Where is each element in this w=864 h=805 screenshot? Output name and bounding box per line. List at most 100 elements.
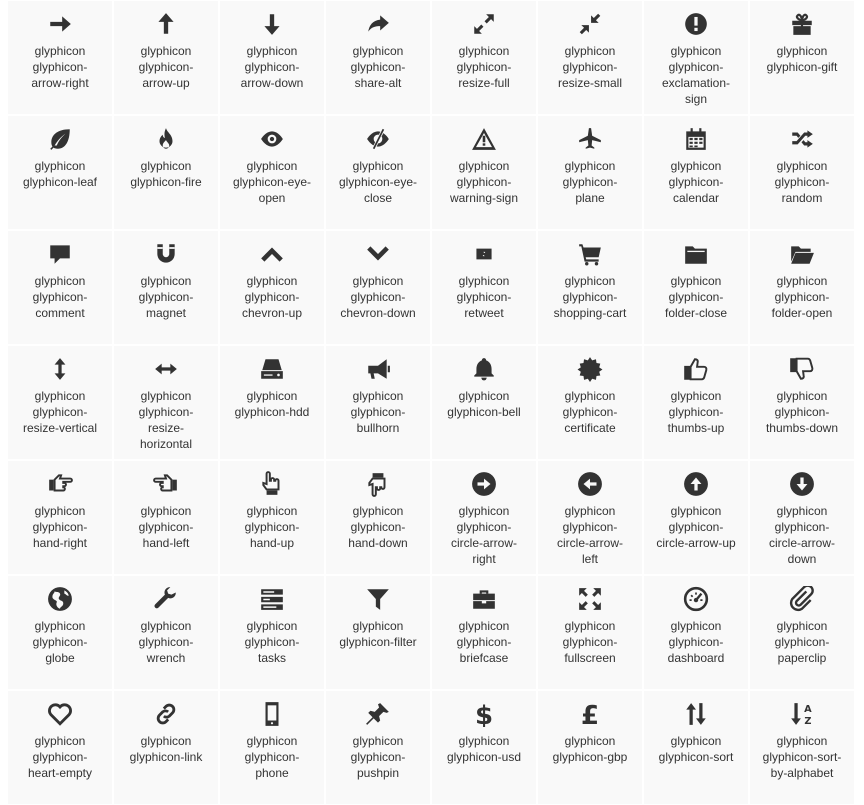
link-icon (156, 703, 176, 725)
sort-by-alphabet-icon: AZ (791, 703, 812, 727)
glyph-label: glyphicon glyphicon- share-alt (350, 44, 406, 90)
exclamation-sign-icon (685, 13, 707, 35)
glyph-label: glyphicon glyphicon- circle-arrow- down (769, 504, 835, 566)
glyph-label: glyphicon glyphicon- retweet (456, 274, 512, 320)
circle-arrow-left-icon (578, 472, 602, 496)
glyph-label: glyphicon glyphicon- arrow-down (240, 44, 304, 90)
glyph-label: glyphicon glyphicon- briefcase (456, 619, 512, 665)
glyph-cell-thumbs-down: glyphicon glyphicon- thumbs-down (749, 345, 855, 460)
chevron-down-icon (367, 246, 389, 261)
glyph-cell-heart-empty: glyphicon glyphicon- heart-empty (7, 690, 113, 805)
glyph-cell-chevron-up: glyphicon glyphicon- chevron-up (219, 230, 325, 345)
resize-vertical-icon (54, 358, 66, 380)
circle-arrow-down-icon (790, 472, 814, 496)
glyph-label: glyphicon glyphicon- circle-arrow- right (451, 504, 517, 566)
glyph-label: glyphicon glyphicon- shopping-cart (553, 274, 627, 320)
glyph-cell-briefcase: glyphicon glyphicon- briefcase (431, 575, 537, 690)
glyph-label: glyphicon glyphicon- resize-small (557, 44, 622, 90)
arrow-up-icon (158, 13, 174, 34)
glyph-cell-circle-arrow-up: glyphicon glyphicon- circle-arrow-up (643, 460, 749, 575)
glyph-cell-tasks: glyphicon glyphicon- tasks (219, 575, 325, 690)
random-icon (792, 130, 813, 148)
svg-text:£: £ (581, 701, 599, 727)
resize-horizontal-icon (155, 363, 177, 375)
arrow-right-icon (50, 16, 71, 32)
glyph-label: glyphicon glyphicon- wrench (138, 619, 194, 665)
gbp-icon: £ (581, 701, 599, 727)
glyph-label: glyphicon glyphicon- comment (32, 274, 88, 320)
glyph-label: glyphicon glyphicon-filter (339, 619, 417, 649)
glyph-cell-usd: $ glyphicon glyphicon-usd (431, 690, 537, 805)
certificate-icon (577, 357, 603, 382)
hand-right-icon (49, 474, 73, 492)
glyph-cell-hand-down: glyphicon glyphicon- hand-down (325, 460, 431, 575)
glyph-cell-arrow-up: glyphicon glyphicon- arrow-up (113, 0, 219, 115)
glyph-label: glyphicon glyphicon- hand-down (348, 504, 408, 550)
glyph-cell-pushpin: glyphicon glyphicon- pushpin (325, 690, 431, 805)
glyph-cell-random: glyphicon glyphicon- random (749, 115, 855, 230)
glyph-cell-gbp: £ glyphicon glyphicon-gbp (537, 690, 643, 805)
glyph-cell-circle-arrow-right: glyphicon glyphicon- circle-arrow- right (431, 460, 537, 575)
glyph-cell-chevron-down: glyphicon glyphicon- chevron-down (325, 230, 431, 345)
glyph-label: glyphicon glyphicon-eye- close (338, 159, 418, 205)
hand-left-icon (153, 474, 177, 492)
glyph-label: glyphicon glyphicon-leaf (22, 159, 98, 189)
resize-small-icon (579, 13, 601, 35)
glyph-cell-hand-left: glyphicon glyphicon- hand-left (113, 460, 219, 575)
hand-up-icon (262, 471, 280, 495)
glyph-label: glyphicon glyphicon- circle-arrow- left (557, 504, 623, 566)
glyph-label: glyphicon glyphicon- tasks (244, 619, 300, 665)
glyph-label: glyphicon glyphicon- resize-full (456, 44, 512, 90)
hand-down-icon (368, 473, 386, 497)
filter-icon (367, 589, 389, 610)
glyph-cell-filter: glyphicon glyphicon-filter (325, 575, 431, 690)
chevron-up-icon (261, 247, 283, 262)
glyph-cell-retweet: glyphicon glyphicon- retweet (431, 230, 537, 345)
glyph-cell-link: glyphicon glyphicon-link (113, 690, 219, 805)
shopping-cart-icon (579, 244, 601, 266)
glyph-label: glyphicon glyphicon- resize- horizontal (138, 389, 194, 451)
glyph-label: glyphicon glyphicon- heart-empty (27, 734, 93, 780)
eye-close-icon (367, 128, 389, 150)
glyph-label: glyphicon glyphicon- folder-close (664, 274, 728, 320)
glyphicon-grid: glyphicon glyphicon- arrow-right glyphico… (7, 0, 855, 805)
glyph-cell-exclamation-sign: glyphicon glyphicon- exclamation- sign (643, 0, 749, 115)
glyph-label: glyphicon glyphicon- magnet (138, 274, 194, 320)
glyph-cell-comment: glyphicon glyphicon- comment (7, 230, 113, 345)
glyph-label: glyphicon glyphicon- warning-sign (449, 159, 519, 205)
glyph-label: glyphicon glyphicon-gbp (552, 734, 628, 764)
glyph-cell-phone: glyphicon glyphicon- phone (219, 690, 325, 805)
usd-icon: $ (475, 701, 493, 727)
glyph-label: glyphicon glyphicon- phone (244, 734, 300, 780)
glyph-label: glyphicon glyphicon- fullscreen (562, 619, 618, 665)
share-alt-icon (368, 15, 389, 32)
glyph-cell-share-alt: glyphicon glyphicon- share-alt (325, 0, 431, 115)
globe-icon (48, 587, 72, 611)
svg-text:A: A (804, 704, 812, 715)
glyph-label: glyphicon glyphicon- thumbs-down (765, 389, 839, 435)
hdd-icon (261, 359, 283, 379)
glyph-label: glyphicon glyphicon-link (129, 734, 203, 764)
glyph-cell-gift: glyphicon glyphicon-gift (749, 0, 855, 115)
circle-arrow-up-icon (684, 472, 708, 496)
glyph-label: glyphicon glyphicon-bell (447, 389, 521, 419)
comment-icon (50, 245, 70, 264)
glyph-label: glyphicon glyphicon-sort- by-alphabet (762, 734, 842, 780)
glyph-label: glyphicon glyphicon- hand-right (32, 504, 88, 550)
fullscreen-icon (579, 588, 601, 610)
glyph-cell-sort: glyphicon glyphicon-sort (643, 690, 749, 805)
glyph-label: glyphicon glyphicon- calendar (668, 159, 724, 205)
glyph-cell-dashboard: glyphicon glyphicon- dashboard (643, 575, 749, 690)
glyph-cell-eye-open: glyphicon glyphicon-eye- open (219, 115, 325, 230)
dashboard-icon (683, 586, 709, 612)
glyph-label: glyphicon glyphicon- globe (32, 619, 88, 665)
glyph-cell-circle-arrow-left: glyphicon glyphicon- circle-arrow- left (537, 460, 643, 575)
sort-icon (686, 703, 706, 725)
glyph-label: glyphicon glyphicon- circle-arrow-up (656, 504, 736, 550)
glyph-cell-fire: glyphicon glyphicon-fire (113, 115, 219, 230)
svg-text:Z: Z (804, 716, 811, 727)
glyph-cell-leaf: glyphicon glyphicon-leaf (7, 115, 113, 230)
glyph-label: glyphicon glyphicon- paperclip (774, 619, 830, 665)
glyph-cell-certificate: glyphicon glyphicon- certificate (537, 345, 643, 460)
